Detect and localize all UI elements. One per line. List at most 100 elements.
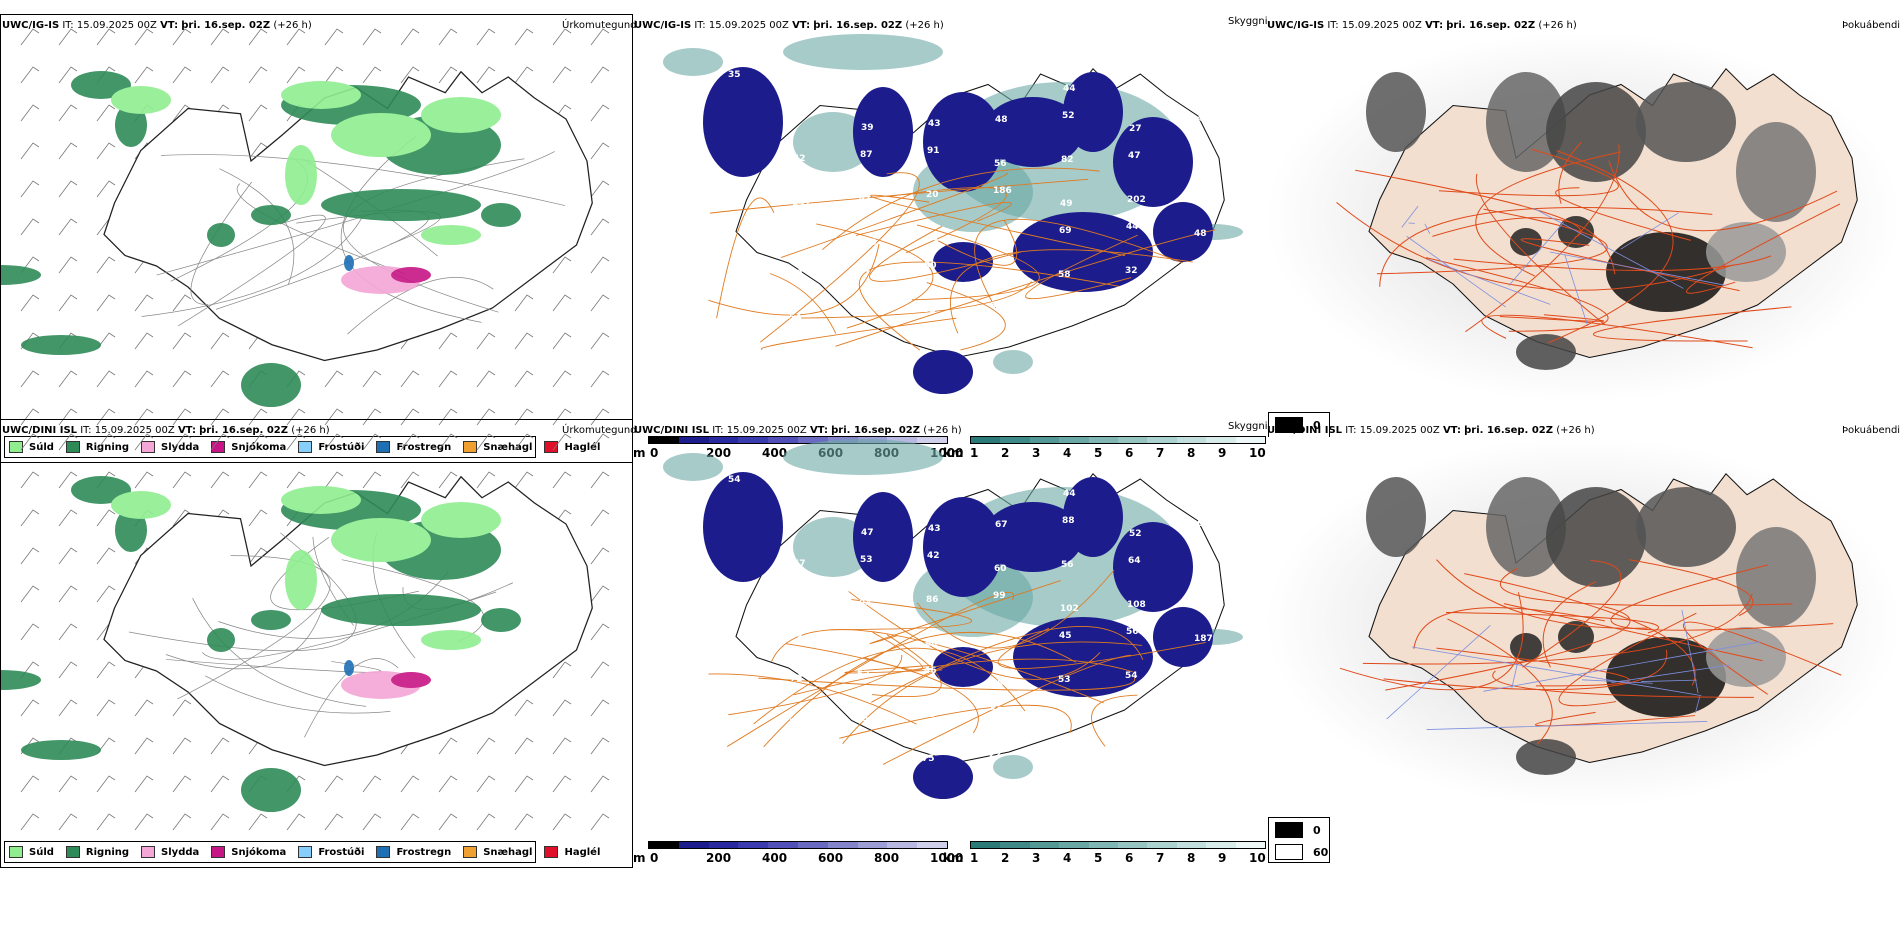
legend-label: Snæhagl xyxy=(483,441,533,453)
visibility-tick: 5 xyxy=(1094,446,1103,460)
cloud-base-label: 108 xyxy=(1127,600,1146,610)
height-tick: 1000 xyxy=(930,851,964,865)
it-label: IT: xyxy=(1345,425,1357,436)
it-value: 15.09.2025 00Z xyxy=(94,425,175,436)
cloud-base-label: 42 xyxy=(1057,719,1070,729)
precip-legend-item: Rigning xyxy=(65,846,129,858)
cloud-base-label: 54 xyxy=(728,475,741,485)
height-tick: 200 xyxy=(706,851,732,865)
vt-value: þri. 16.sep. 02Z xyxy=(199,425,288,436)
cloud-base-label: 99 xyxy=(993,591,1006,601)
height-colorbar xyxy=(648,841,948,849)
cloud-base-label: 53 xyxy=(860,555,873,565)
cloud-base-label: 27 xyxy=(929,480,942,490)
cloud-panel-title: Skyggni xyxy=(1228,421,1268,432)
legend-swatch xyxy=(9,441,23,453)
cloud-base-label: 118 xyxy=(1124,715,1143,725)
visibility-tick: 5 xyxy=(1094,851,1103,865)
cloud-base-label: 40 xyxy=(862,79,875,89)
cloud-base-label: 49 xyxy=(1060,199,1073,209)
cloud-base-label: 34 xyxy=(862,484,875,494)
cloud-base-label: 88 xyxy=(792,603,805,613)
lead-time: (+26 h) xyxy=(923,425,962,436)
precip-legend-item: Súld xyxy=(9,441,54,453)
fog-legend-swatch xyxy=(1275,844,1303,860)
cloud-base-label: 48 xyxy=(1194,229,1207,239)
lead-time: (+26 h) xyxy=(1538,20,1577,31)
fog-legend-item: 0 xyxy=(1275,417,1321,433)
cloud-base-label: 45 xyxy=(1059,631,1072,641)
cloud-base-label: 67 xyxy=(995,520,1008,530)
it-value: 15.09.2025 00Z xyxy=(1359,425,1440,436)
cloud-base-label: 43 xyxy=(928,119,941,129)
legend-label: Slydda xyxy=(161,846,200,858)
cloud-base-label: 43 xyxy=(928,524,941,534)
fog-legend-swatch xyxy=(1275,822,1303,838)
it-value: 15.09.2025 00Z xyxy=(726,425,807,436)
cloud-base-label: 202 xyxy=(1127,195,1146,205)
cloud-base-label: 187 xyxy=(1194,634,1213,644)
precip-legend-item: Súld xyxy=(9,846,54,858)
height-tick: 400 xyxy=(762,446,788,460)
precip-areas xyxy=(1,476,521,812)
visibility-tick: 2 xyxy=(1001,851,1010,865)
cloud-visibility-map: 54 48 34 27 43 44 53 60 71 47 43 67 88 52 49 57 53 42 60 56… xyxy=(633,437,1266,837)
cloud-base-label: 137 xyxy=(789,718,808,728)
legend-swatch xyxy=(211,846,226,858)
cloud-base-label: 35 xyxy=(728,70,741,80)
legend-label: Frostregn xyxy=(396,846,452,858)
cloud-base-label: 67 xyxy=(992,230,1005,240)
vt-label: VT: xyxy=(1425,20,1444,31)
vt-label: VT: xyxy=(809,425,828,436)
cloud-base-label: 61 xyxy=(791,630,804,640)
cloud-base-areas xyxy=(703,472,1213,799)
model-name: UWC/IG-IS xyxy=(1267,20,1325,31)
road-network xyxy=(708,569,1206,765)
visibility-colorbar xyxy=(970,436,1266,444)
legend-label: Snæhagl xyxy=(483,846,533,858)
cloud-base-label: 61 xyxy=(1130,80,1143,90)
cloud-base-label: 91 xyxy=(927,146,940,156)
legend-swatch xyxy=(65,441,80,453)
visibility-tick: 3 xyxy=(1032,851,1041,865)
vt-label: VT: xyxy=(1442,425,1461,436)
it-label: IT: xyxy=(62,20,74,31)
fog-legend-item: 60 xyxy=(1275,844,1328,860)
precip-legend-item: Rigning xyxy=(65,441,130,453)
it-label: IT: xyxy=(712,425,724,436)
it-value: 15.09.2025 00Z xyxy=(708,20,789,31)
legend-label: Súld xyxy=(29,441,54,453)
cloud-base-label: 60 xyxy=(1197,519,1210,529)
cloud-base-label: 82 xyxy=(794,110,807,120)
cloud-panel-title: Skyggni xyxy=(1228,16,1268,27)
precip-legend-item: Haglél xyxy=(544,441,600,453)
cloud-header: UWC/IG-IS IT: 15.09.2025 00Z VT: þri. 16… xyxy=(634,20,944,32)
legend-label: Rigning xyxy=(85,441,130,453)
legend-swatch xyxy=(544,846,559,858)
it-label: IT: xyxy=(1327,20,1339,31)
cloud-base-label: 35 xyxy=(1192,705,1205,715)
cloud-base-label: 33 xyxy=(856,309,869,319)
cloud-base-labels: 54 48 34 27 43 44 53 60 71 47 43 67 88 52 49 57 53 42 60 56… xyxy=(728,475,1213,764)
cloud-base-label: 52 xyxy=(857,670,870,680)
precip-legend: Súld Rigning Slydda Snjókoma Frostúði Frostre… xyxy=(4,841,600,863)
legend-swatch xyxy=(141,441,156,453)
visibility-tick: 4 xyxy=(1063,851,1072,865)
visibility-tick: 3 xyxy=(1032,446,1041,460)
cloud-base-label: 71 xyxy=(794,515,807,525)
it-label: IT: xyxy=(80,425,92,436)
it-label: IT: xyxy=(694,20,706,31)
cloud-base-label: 52 xyxy=(1196,158,1209,168)
cloud-base-label: 50 xyxy=(924,261,937,271)
lead-time: (+26 h) xyxy=(1556,425,1595,436)
road-network xyxy=(708,167,1216,351)
height-tick: 600 xyxy=(818,851,844,865)
height-tick: 800 xyxy=(874,851,900,865)
cloud-base-label: 60 xyxy=(923,710,936,720)
legend-label: Slydda xyxy=(161,441,200,453)
precip-legend-item: Slydda xyxy=(141,846,199,858)
cloud-base-label: 22 xyxy=(989,750,1002,760)
height-unit: m xyxy=(633,851,646,865)
rivers xyxy=(1401,205,1726,327)
visibility-tick: 6 xyxy=(1125,851,1134,865)
